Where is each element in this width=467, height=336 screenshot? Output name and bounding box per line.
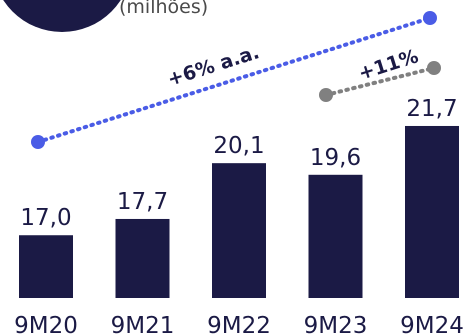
value-labels-group: 17,0 17,7 20,1 19,6 21,7: [20, 96, 457, 231]
value-label-9m22: 20,1: [213, 133, 264, 159]
bar-9m23: [308, 174, 363, 298]
bar-9m24: [405, 125, 459, 298]
cagr-trend-start-point: [31, 135, 45, 149]
bars-group: [19, 125, 459, 298]
category-label-9m21: 9M21: [111, 313, 175, 336]
bar-9m21: [115, 218, 170, 298]
legend-caption: (milhões): [119, 0, 208, 18]
category-label-9m20: 9M20: [14, 313, 78, 336]
category-labels-group: 9M20 9M21 9M22 9M23 9M24: [14, 313, 464, 336]
yoy-trend-start-point: [319, 88, 333, 102]
value-label-9m23: 19,6: [310, 145, 361, 171]
category-label-9m22: 9M22: [207, 313, 271, 336]
category-label-9m24: 9M24: [400, 313, 464, 336]
cagr-trend-label: +6% a.a.: [165, 41, 262, 91]
bar-9m22: [212, 163, 266, 298]
legend-badge-circle: [3, 0, 121, 32]
bar-9m20: [19, 235, 73, 298]
cagr-trend-end-point: [423, 11, 437, 25]
value-label-9m20: 17,0: [20, 205, 71, 231]
yoy-trend-line: [324, 66, 436, 97]
value-label-9m24: 21,7: [406, 96, 457, 122]
yoy-trend-end-point: [427, 61, 441, 75]
cagr-trend-line: [36, 16, 432, 144]
value-label-9m21: 17,7: [117, 189, 168, 215]
category-label-9m23: 9M23: [304, 313, 368, 336]
